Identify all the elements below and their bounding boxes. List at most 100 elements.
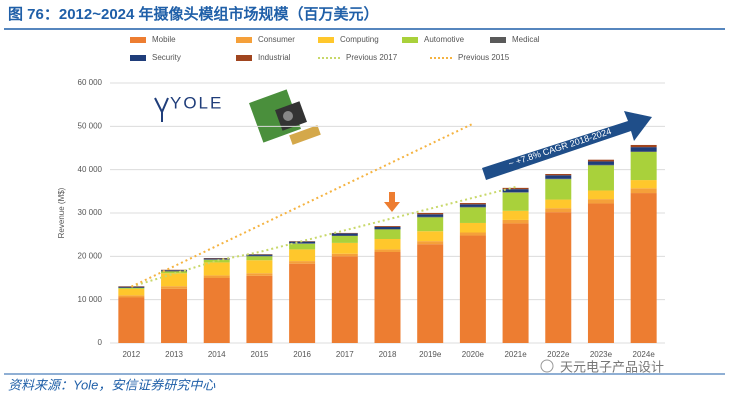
legend-swatch [130, 55, 146, 61]
bar-segment [631, 188, 657, 193]
bar-segment [545, 179, 571, 199]
bar-segment [161, 270, 187, 271]
x-tick-label: 2019e [419, 350, 442, 359]
bar-segment [332, 236, 358, 243]
bar-segment [503, 189, 529, 192]
bar-segment [204, 260, 230, 263]
bar-segment [204, 278, 230, 343]
legend-label: Industrial [258, 53, 291, 62]
bar-segment [246, 256, 272, 260]
legend-label: Previous 2015 [458, 53, 510, 62]
bar-segment [332, 254, 358, 257]
y-tick-label: 30 000 [78, 208, 103, 217]
bar-segment [246, 273, 272, 276]
x-tick-label: 2014 [208, 350, 226, 359]
bar-segment [460, 223, 486, 233]
bar-segment [246, 255, 272, 256]
bar-segment [460, 233, 486, 236]
bar-segment [631, 193, 657, 343]
watermark-icon [541, 360, 553, 372]
bar-segment [375, 227, 401, 229]
y-tick-label: 50 000 [78, 121, 103, 130]
legend-swatch [402, 37, 418, 43]
logo-mark [155, 98, 168, 122]
legend-swatch [236, 37, 252, 43]
bar-segment [503, 193, 529, 211]
y-tick-label: 10 000 [78, 295, 103, 304]
bar-segment [332, 243, 358, 254]
marker-arrow [384, 192, 400, 212]
bar-segment [375, 229, 401, 239]
bar-segment [545, 200, 571, 209]
y-tick-label: 40 000 [78, 165, 103, 174]
bar-segment [545, 175, 571, 178]
x-tick-label: 2017 [336, 350, 354, 359]
bar-segment [204, 262, 230, 275]
bar-segment [588, 190, 614, 199]
bar-segment [503, 188, 529, 189]
legend-swatch [130, 37, 146, 43]
bar-segment [375, 252, 401, 343]
x-tick-label: 2022e [547, 350, 570, 359]
watermark: 天元电子产品设计 [560, 359, 664, 374]
bar-segment [161, 273, 187, 286]
y-tick-label: 60 000 [78, 78, 103, 87]
legend-label: Automotive [424, 35, 465, 44]
bar-segment [204, 275, 230, 278]
bar-segment [289, 261, 315, 264]
bar-segment [289, 264, 315, 343]
bar-segment [417, 214, 443, 217]
bar-segment [588, 199, 614, 203]
bar-segment [375, 249, 401, 252]
bar-segment [246, 276, 272, 343]
bar-segment [417, 213, 443, 214]
bar-segment [204, 259, 230, 260]
x-tick-label: 2020e [462, 350, 485, 359]
x-tick-label: 2013 [165, 350, 183, 359]
trend-line [131, 187, 515, 287]
bar-segment [460, 204, 486, 207]
bar-segment [417, 244, 443, 343]
bar-segment [460, 203, 486, 204]
bar-segment [118, 295, 144, 297]
x-tick-label: 2015 [251, 350, 269, 359]
bar-segment [161, 289, 187, 343]
bar-segment [118, 287, 144, 288]
bar-segment [588, 165, 614, 190]
bar-segment [118, 289, 144, 296]
bar-segment [332, 233, 358, 235]
bar-segment [631, 180, 657, 188]
bar-segment [417, 217, 443, 231]
bar-segment [332, 256, 358, 343]
bar-segment [118, 298, 144, 344]
bar-segment [588, 203, 614, 343]
x-tick-label: 2023e [590, 350, 613, 359]
y-tick-label: 0 [98, 338, 103, 347]
x-tick-label: 2024e [633, 350, 656, 359]
bar-segment [417, 241, 443, 244]
legend-label: Mobile [152, 35, 176, 44]
bar-segment [289, 244, 315, 250]
bar-segment [631, 147, 657, 151]
bar-segment [289, 249, 315, 261]
bar-segment [161, 272, 187, 274]
legend-label: Security [152, 53, 181, 62]
logo: YOLE [170, 93, 223, 112]
source: 资料来源：Yole，安信证券研究中心 [8, 377, 216, 392]
bar-segment [460, 236, 486, 343]
legend-label: Medical [512, 35, 540, 44]
bar-segment [588, 160, 614, 162]
bar-segment [545, 174, 571, 175]
camera-module [249, 89, 321, 144]
bar-segment [375, 239, 401, 249]
x-tick-label: 2016 [293, 350, 311, 359]
bar-segment [417, 231, 443, 241]
x-tick-label: 2012 [122, 350, 140, 359]
legend-label: Previous 2017 [346, 53, 398, 62]
x-tick-label: 2018 [379, 350, 397, 359]
chart-title: 图 76：2012~2024 年摄像头模组市场规模（百万美元） [8, 5, 379, 23]
bar-segment [503, 220, 529, 223]
bar-segment [375, 226, 401, 227]
bar-segment [460, 207, 486, 223]
